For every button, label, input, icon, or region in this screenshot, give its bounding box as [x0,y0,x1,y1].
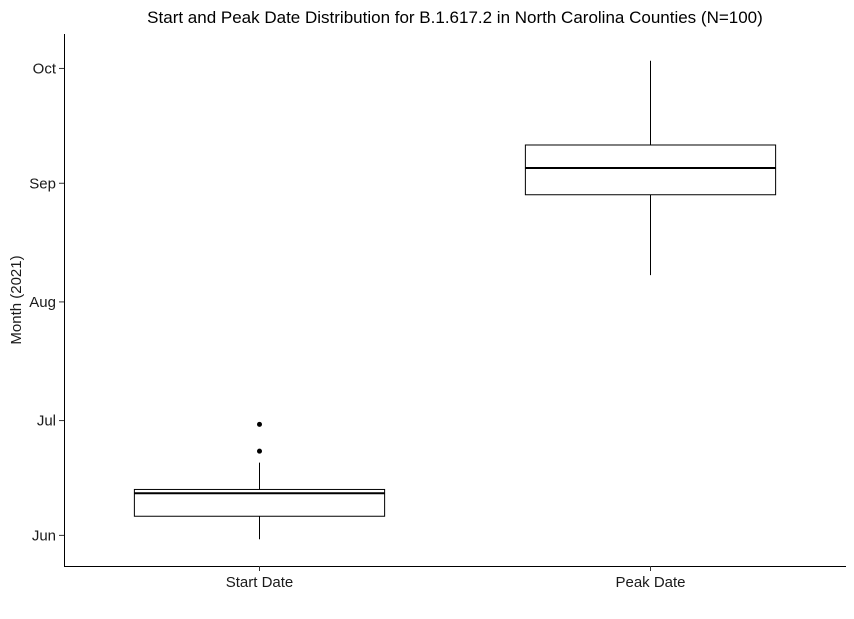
y-axis-label: Month (2021) [8,255,25,344]
box-start-date [133,421,386,540]
y-ticks: Jun Jul Aug Sep Oct [29,60,64,544]
x-tick-label: Start Date [226,574,294,591]
y-tick-label: Sep [29,175,56,192]
boxes [133,60,777,540]
y-tick-label: Aug [29,294,56,311]
iqr-box [524,144,777,196]
outlier-point [257,421,262,427]
y-tick-label: Oct [33,60,57,77]
y-tick-label: Jun [32,527,56,544]
x-ticks: Start Date Peak Date [226,566,686,591]
outlier-point [257,448,262,454]
box-peak-date [524,60,777,276]
x-tick-label: Peak Date [615,574,685,591]
y-tick-label: Jul [37,413,56,430]
chart-title: Start and Peak Date Distribution for B.1… [147,8,763,27]
